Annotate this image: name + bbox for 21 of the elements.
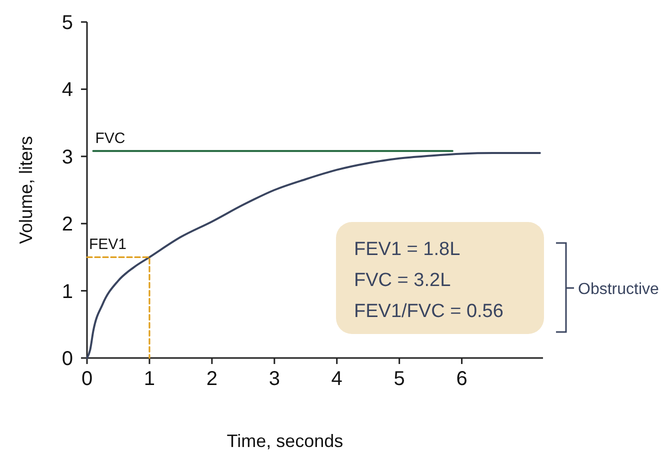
y-tick-label: 0 (62, 348, 73, 370)
annotation: FVC = 3.2L (354, 270, 451, 291)
y-tick-label: 1 (62, 280, 73, 303)
y-tick-label: 5 (62, 12, 73, 34)
annotation: FEV1/FVC = 0.56 (354, 301, 504, 322)
y-axis-title: Volume, liters (16, 136, 36, 244)
x-tick-label: 0 (81, 368, 93, 390)
series-label: FVC (95, 130, 126, 148)
x-tick-label: 6 (456, 368, 468, 390)
x-tick-label: 2 (206, 368, 218, 390)
y-tick-label: 4 (62, 79, 73, 102)
x-tick-label: 3 (268, 368, 280, 390)
x-tick-label: 4 (331, 368, 342, 390)
series-label: FEV1 (89, 236, 127, 254)
x-tick-label: 5 (394, 368, 405, 390)
y-tick-label: 3 (62, 146, 73, 168)
x-axis-title: Time, seconds (226, 431, 344, 451)
annotation: FEV1 = 1.8L (354, 239, 460, 260)
text: Obstructive (578, 281, 660, 298)
x-tick-label: 1 (144, 368, 156, 390)
y-tick-label: 2 (62, 214, 73, 236)
